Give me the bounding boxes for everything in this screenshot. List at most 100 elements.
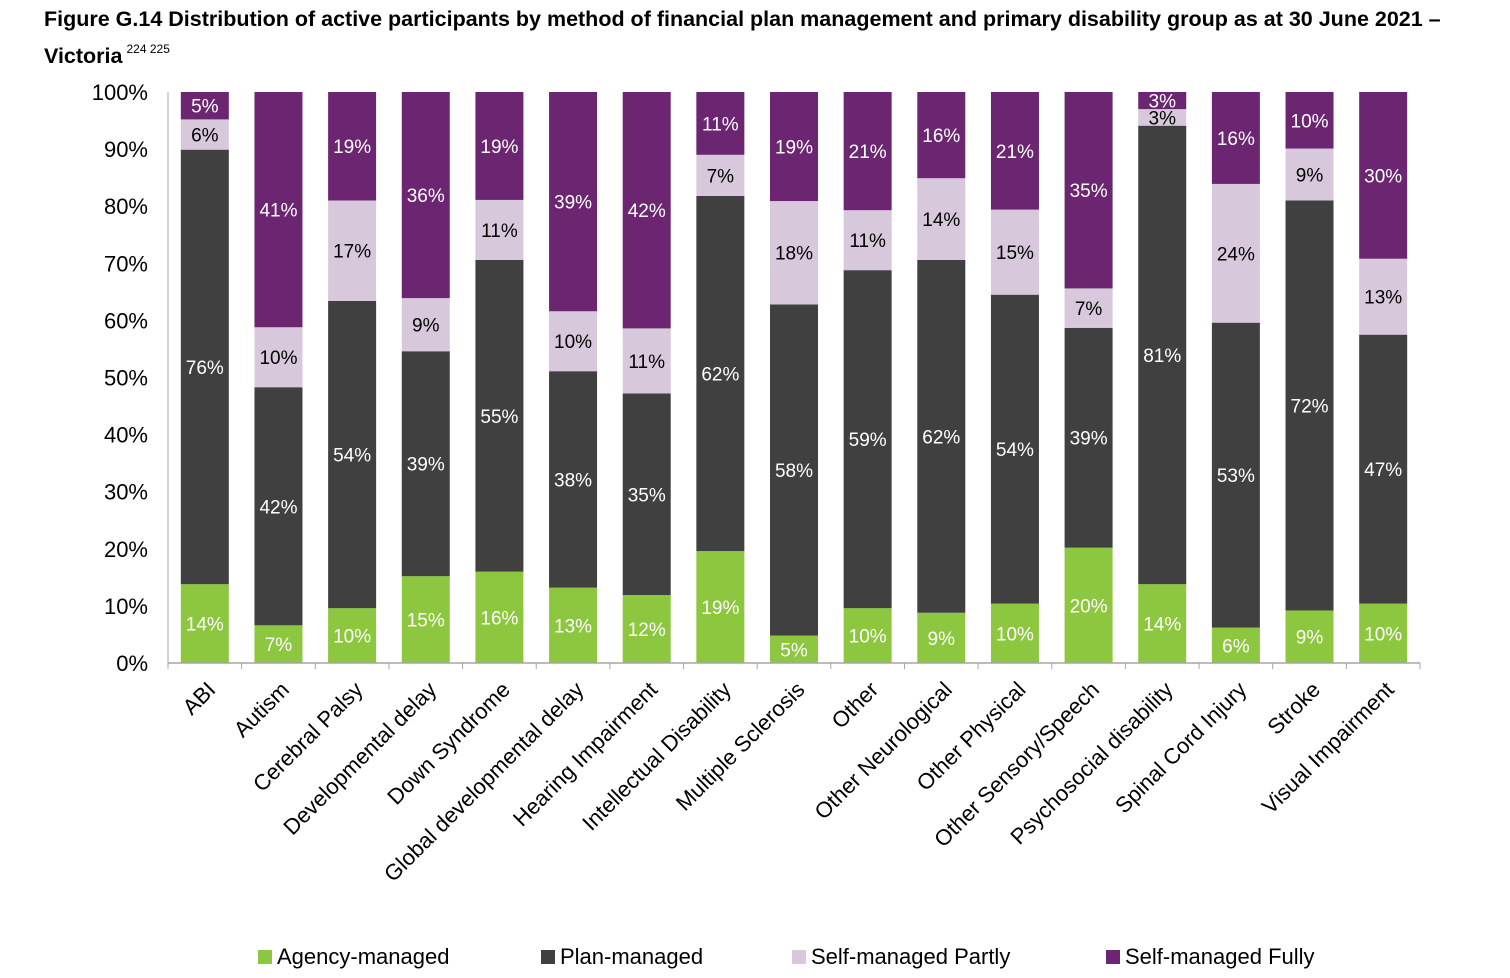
data-label: 72% [1291,396,1329,417]
x-tick-label: Visual Impairment [1257,677,1399,819]
legend-item: Agency-managed [258,940,449,974]
bar-segment [1211,627,1260,663]
data-label: 11% [481,221,518,242]
bar-segment [990,603,1039,663]
bar-segment [1138,92,1187,110]
bar-segment [696,92,745,155]
bar-segment [1064,327,1113,548]
bar-segment [1285,200,1334,611]
data-label: 19% [480,137,518,158]
chart-title-text: Figure G.14 Distribution of active parti… [44,7,1441,68]
legend-label: Self-managed Partly [811,944,1011,969]
legend-item: Plan-managed [541,940,703,974]
data-label: 54% [996,440,1034,461]
bar-segment [180,92,229,120]
bar-segment [328,608,377,663]
data-label: 53% [1217,466,1255,487]
y-tick-label: 40% [104,423,148,448]
bar-segment [1138,109,1187,126]
data-label: 12% [628,620,666,641]
data-label: 19% [701,598,739,619]
data-label: 11% [702,114,739,135]
data-label: 17% [333,242,371,263]
legend-swatch [258,950,272,964]
x-tick-label: Stroke [1262,677,1325,740]
data-label: 58% [775,461,813,482]
y-tick-label: 60% [104,308,148,333]
data-label: 10% [259,348,297,369]
data-label: 54% [333,446,371,467]
bar-segment [1359,603,1408,663]
bar-segment [475,571,524,663]
bar-segment [254,387,303,626]
bar-segment [1138,125,1187,585]
data-label: 5% [780,640,808,661]
bar-segment [622,595,671,663]
bar-segment [475,199,524,260]
x-tick-label: Spinal Cord Injury [1110,677,1251,818]
bar-segment [1285,610,1334,663]
bar-segment [1211,322,1260,628]
data-label: 9% [1296,628,1324,649]
bar-segment [622,92,671,329]
data-label: 39% [554,193,592,214]
data-label: 39% [407,455,445,476]
data-label: 10% [849,627,887,648]
data-label: 6% [191,126,219,147]
data-label: 19% [333,137,371,158]
data-label: 16% [480,608,518,629]
bar-segment [696,551,745,663]
bar-segment [622,393,671,596]
data-label: 3% [1149,92,1177,113]
bar-segment [990,294,1039,604]
data-label: 7% [1075,299,1103,320]
data-label: 9% [928,629,956,650]
bar-segment [1138,584,1187,663]
x-tick-label: Multiple Sclerosis [671,677,810,816]
y-axis-ticks: 0% 10% 20% 30% 40% 50% 60% 70% 80% 90% 100% [92,80,1421,676]
bar-segment [1359,92,1408,259]
data-label: 81% [1143,346,1181,367]
x-tick-label: Autism [229,677,294,742]
x-tick-label: Hearing Impairment [508,677,662,831]
bar-segment [917,259,966,613]
legend-item: Self-managed Partly [792,940,1010,974]
data-label: 15% [996,243,1034,264]
data-label: 21% [849,142,887,163]
x-tick-label: Down Syndrome [382,677,515,810]
bar-segment [843,608,892,663]
bar-segment [770,635,818,663]
bar-segment [180,149,229,585]
data-label: 11% [849,231,886,252]
data-label: 24% [1217,244,1255,265]
y-tick-label: 80% [104,194,148,219]
bar-segment [475,92,524,200]
data-label: 20% [1070,596,1108,617]
bar-segment [180,584,229,663]
data-label: 6% [1222,636,1250,657]
bar-segment [917,612,966,663]
bar-segment [549,311,598,372]
data-label: 10% [1364,624,1402,645]
y-tick-label: 50% [104,366,148,391]
data-label: 13% [554,616,592,637]
bar-segment [843,270,892,609]
data-label: 10% [996,624,1034,645]
legend-item: Self-managed Fully [1106,940,1315,974]
data-label: 36% [407,186,445,207]
y-tick-label: 100% [92,80,148,105]
data-label: 9% [1296,166,1324,187]
bar-segment [401,92,450,299]
bar-segment [1285,92,1334,149]
x-tick-label: Other Neurological [809,677,956,824]
legend-swatch [792,950,806,964]
data-label: 5% [191,97,219,118]
x-tick-label: ABI [178,677,221,720]
chart-title: Figure G.14 Distribution of active parti… [44,4,1494,71]
bar-segment [401,576,450,663]
data-label: 42% [628,201,666,222]
data-label: 62% [701,365,739,386]
bar-segment [917,178,966,260]
bar-segment [328,92,377,201]
data-label: 47% [1364,460,1402,481]
